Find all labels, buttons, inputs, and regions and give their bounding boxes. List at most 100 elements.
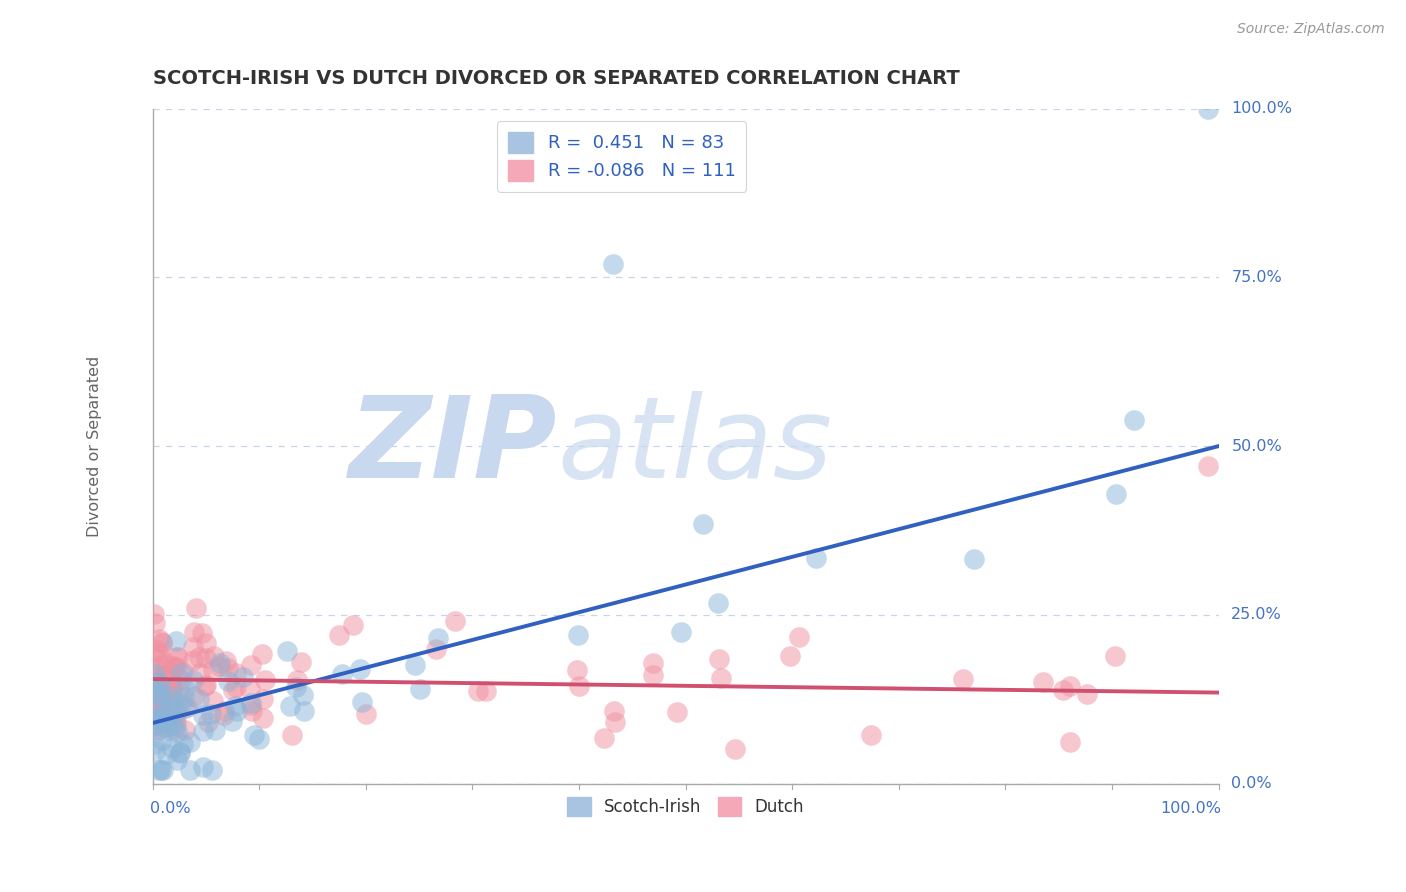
Point: [165, 707, 187, 722]
Point: [191, 760, 214, 774]
Point: [225, 666, 247, 681]
Point: [160, 673, 183, 687]
Point: [165, 719, 187, 733]
Text: 50.0%: 50.0%: [1232, 439, 1282, 454]
Point: [148, 675, 170, 690]
Point: [183, 625, 205, 640]
Point: [194, 679, 217, 693]
Point: [225, 705, 247, 719]
Point: [173, 723, 195, 737]
Point: [195, 636, 218, 650]
Point: [252, 692, 274, 706]
Point: [191, 626, 214, 640]
Point: [217, 673, 239, 688]
Point: [160, 717, 183, 731]
Point: [214, 654, 236, 668]
Point: [166, 650, 188, 665]
Point: [204, 648, 226, 663]
Point: [174, 681, 197, 696]
Point: [149, 713, 172, 727]
Point: [188, 650, 211, 665]
Point: [150, 695, 173, 709]
Point: [143, 737, 166, 751]
Point: [197, 715, 219, 730]
Point: [194, 678, 217, 692]
Point: [142, 682, 165, 697]
Text: 0.0%: 0.0%: [149, 801, 190, 815]
Point: [165, 660, 187, 674]
Point: [166, 706, 188, 720]
Point: [172, 665, 194, 680]
Point: [162, 694, 184, 708]
Point: [276, 644, 298, 658]
Point: [409, 682, 432, 697]
Point: [350, 695, 373, 709]
Point: [592, 731, 614, 745]
Point: [250, 647, 273, 661]
Point: [240, 657, 263, 672]
Point: [183, 690, 205, 704]
Point: [201, 663, 224, 677]
Point: [156, 713, 179, 727]
Point: [160, 681, 183, 695]
Point: [184, 601, 207, 615]
Text: 100.0%: 100.0%: [1161, 801, 1222, 815]
Legend: Scotch-Irish, Dutch: Scotch-Irish, Dutch: [561, 790, 811, 822]
Point: [143, 698, 166, 712]
Point: [156, 713, 179, 727]
Point: [354, 706, 377, 721]
Point: [707, 596, 730, 610]
Point: [148, 673, 170, 688]
Point: [692, 517, 714, 532]
Point: [724, 742, 747, 756]
Text: Divorced or Separated: Divorced or Separated: [87, 356, 101, 537]
Point: [165, 659, 187, 673]
Point: [859, 728, 882, 742]
Point: [602, 257, 624, 271]
Point: [221, 714, 243, 729]
Point: [1032, 675, 1054, 690]
Point: [278, 698, 301, 713]
Point: [152, 763, 174, 777]
Point: [155, 656, 177, 670]
Point: [444, 614, 467, 628]
Point: [254, 673, 277, 687]
Point: [149, 686, 172, 700]
Point: [779, 649, 801, 664]
Point: [710, 671, 733, 685]
Point: [963, 551, 986, 566]
Point: [191, 724, 214, 739]
Point: [1197, 459, 1219, 474]
Point: [170, 697, 193, 711]
Text: 100.0%: 100.0%: [1232, 101, 1292, 116]
Point: [142, 678, 165, 692]
Point: [292, 704, 315, 718]
Point: [568, 679, 591, 693]
Point: [240, 696, 263, 710]
Point: [342, 617, 364, 632]
Point: [172, 737, 194, 751]
Point: [804, 550, 827, 565]
Text: 75.0%: 75.0%: [1232, 269, 1282, 285]
Point: [170, 666, 193, 681]
Point: [150, 708, 173, 723]
Point: [169, 747, 191, 761]
Point: [181, 653, 204, 667]
Point: [467, 684, 489, 698]
Point: [602, 704, 624, 718]
Point: [166, 703, 188, 717]
Text: atlas: atlas: [558, 391, 832, 501]
Point: [142, 696, 165, 710]
Point: [152, 693, 174, 707]
Point: [191, 708, 214, 723]
Text: 0.0%: 0.0%: [1232, 776, 1272, 791]
Point: [166, 753, 188, 767]
Point: [156, 747, 179, 762]
Point: [162, 741, 184, 756]
Point: [181, 640, 204, 654]
Point: [669, 625, 692, 640]
Point: [165, 650, 187, 665]
Point: [142, 682, 165, 697]
Point: [1197, 102, 1219, 116]
Point: [242, 704, 264, 718]
